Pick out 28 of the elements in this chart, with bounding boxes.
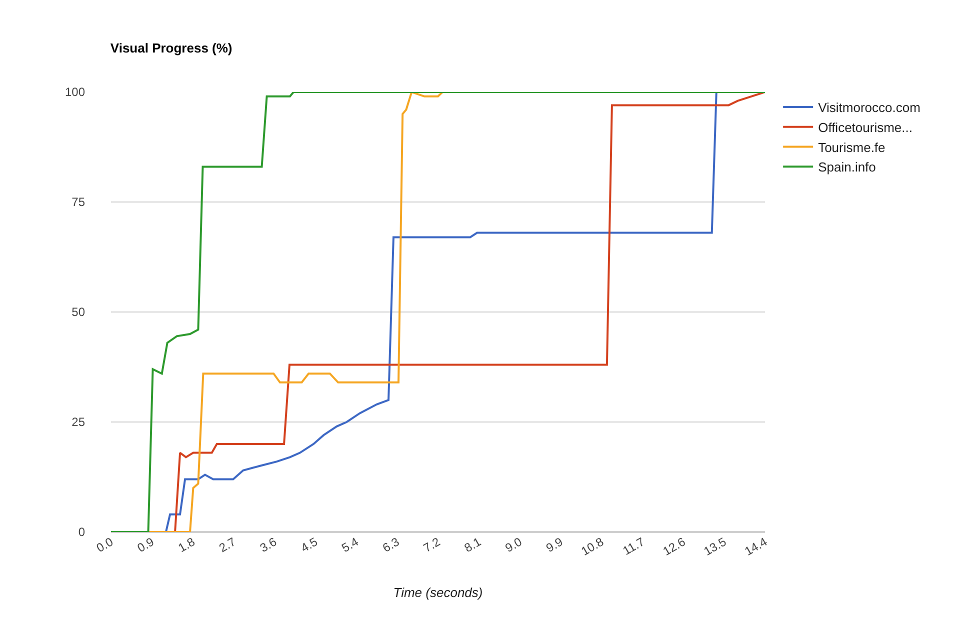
x-tick-label: 8.1 [462,534,484,556]
x-tick-label: 9.9 [544,534,566,556]
chart-title: Visual Progress (%) [110,40,232,56]
x-tick-label: 3.6 [258,534,280,556]
x-tick-label: 4.5 [298,534,320,556]
y-tick-label: 0 [78,525,86,540]
x-tick-label: 14.4 [742,534,770,558]
legend-label: Officetourisme... [818,120,912,135]
x-tick-label: 0.0 [94,534,116,556]
x-tick-label: 10.8 [578,534,606,558]
y-tick-label: 75 [72,195,86,210]
x-tick-label: 1.8 [176,534,198,556]
y-tick-label: 50 [72,305,86,320]
x-tick-label: 11.7 [620,534,648,558]
x-tick-label: 12.6 [660,534,688,558]
x-axis-title: Time (seconds) [393,585,483,600]
x-tick-label: 5.4 [339,534,362,556]
y-tick-label: 25 [72,415,86,430]
x-tick-label: 9.0 [502,534,525,556]
x-tick-label: 6.3 [380,534,402,556]
x-tick-label: 7.2 [421,534,443,556]
x-tick-label: 2.7 [216,534,238,556]
x-tick-label: 13.5 [701,534,729,558]
legend-label: Visitmorocco.com [818,100,920,116]
legend-label: Spain.info [818,160,876,175]
y-tick-label: 100 [64,85,86,100]
legend-label: Tourisme.fe [818,140,886,155]
x-tick-label: 0.9 [134,534,157,556]
